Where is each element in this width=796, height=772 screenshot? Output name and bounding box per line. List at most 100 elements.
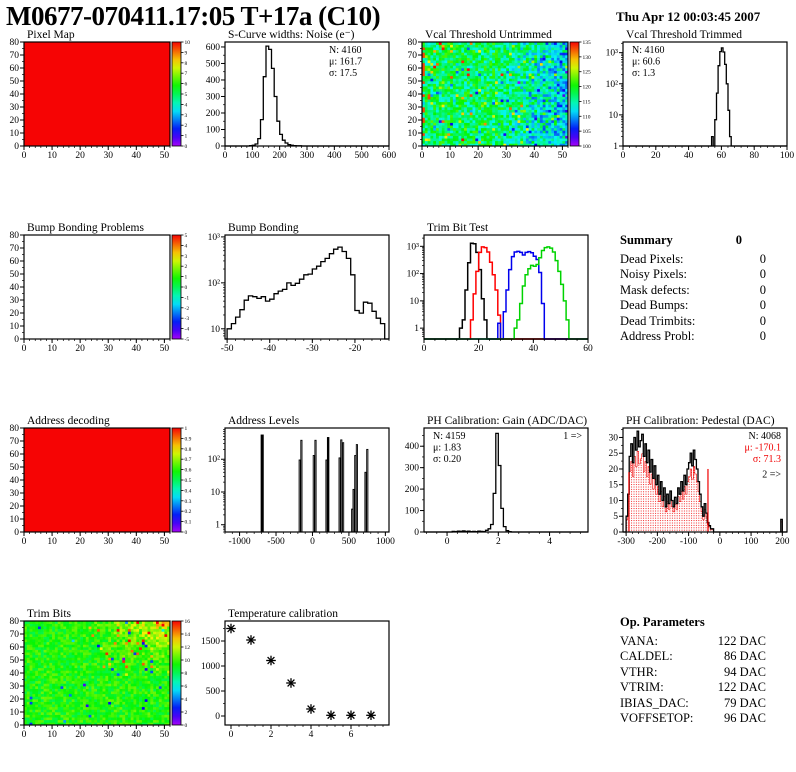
svg-text:50: 50	[558, 151, 568, 161]
ph_pedestal-svg: PH Calibration: Pedestal (DAC) -300 -200 -1…	[609, 415, 790, 547]
svg-text:-20: -20	[349, 344, 362, 354]
svg-text:40: 40	[132, 537, 142, 547]
svg-text:40: 40	[10, 283, 20, 293]
summary-row: Address Probl: 0	[620, 329, 766, 345]
svg-text:-1: -1	[185, 295, 190, 301]
summary-row: Noisy Pixels: 0	[620, 267, 766, 283]
svg-text:Vcal Threshold Trimmed: Vcal Threshold Trimmed	[626, 29, 742, 41]
svg-text:0: 0	[422, 344, 427, 354]
svg-text:50: 50	[10, 270, 20, 280]
summary-row-value: 0	[759, 251, 766, 266]
summary-panel: Summary 0 Dead Pixels: 0 Noisy Pixels: 0 M…	[620, 233, 766, 345]
svg-text:σ: 1.3: σ: 1.3	[632, 68, 655, 79]
svg-text:4: 4	[185, 243, 188, 249]
svg-text:0: 0	[215, 142, 220, 152]
svg-text:80: 80	[10, 38, 20, 48]
svg-text:10: 10	[47, 537, 57, 547]
svg-text:7: 7	[185, 71, 188, 77]
svg-text:200: 200	[405, 485, 420, 495]
svg-text:70: 70	[10, 437, 20, 447]
svg-text:10²: 10²	[606, 80, 619, 90]
op-parameter-value: 122 DAC	[717, 680, 766, 694]
op-parameter-value: 79 DAC	[723, 695, 766, 710]
chart-scurve-noise: S-Curve widths: Noise (e⁻) 0 100 200 300 400 5…	[199, 28, 398, 163]
svg-text:80: 80	[10, 424, 20, 434]
svg-text:1 =>: 1 =>	[563, 431, 582, 442]
svg-text:Trim Bits: Trim Bits	[27, 608, 72, 620]
svg-text:5: 5	[185, 92, 188, 98]
svg-text:70: 70	[10, 51, 20, 61]
svg-text:0: 0	[14, 142, 19, 152]
summary-title-row: Summary 0	[620, 233, 766, 249]
svg-text:105: 105	[583, 129, 592, 135]
svg-text:30: 30	[501, 151, 511, 161]
svg-text:10: 10	[609, 496, 619, 506]
addr_levels-svg: Address Levels -1000 -500 0 500 1000 1 10 10²	[208, 415, 395, 547]
svg-text:100: 100	[245, 151, 260, 161]
op-parameter-label: VTHR:	[620, 664, 658, 679]
svg-text:0: 0	[22, 344, 27, 354]
svg-text:10: 10	[185, 40, 191, 46]
svg-text:μ: 60.6: μ: 60.6	[632, 57, 660, 68]
svg-text:5: 5	[185, 233, 188, 239]
svg-text:120: 120	[583, 85, 592, 91]
svg-text:0: 0	[613, 528, 618, 538]
svg-text:135: 135	[583, 40, 592, 46]
svg-text:10: 10	[211, 325, 221, 335]
svg-text:0: 0	[14, 335, 19, 345]
svg-text:1: 1	[185, 275, 188, 281]
svg-text:20: 20	[651, 151, 661, 161]
svg-text:S-Curve widths: Noise (e⁻): S-Curve widths: Noise (e⁻)	[228, 29, 355, 41]
svg-text:1: 1	[613, 142, 618, 152]
svg-text:600: 600	[382, 151, 397, 161]
summary-row-label: Dead Bumps:	[620, 298, 689, 312]
summary-row-label: Dead Pixels:	[620, 251, 684, 266]
svg-text:40: 40	[408, 90, 418, 100]
svg-text:2: 2	[496, 537, 501, 547]
svg-text:60: 60	[10, 64, 20, 74]
op-parameters-title-row: Op. Parameters	[620, 615, 766, 631]
svg-text:20: 20	[10, 309, 20, 319]
svg-text:20: 20	[10, 116, 20, 126]
svg-text:20: 20	[10, 502, 20, 512]
svg-text:80: 80	[749, 151, 759, 161]
svg-text:60: 60	[583, 344, 593, 354]
svg-text:σ: 17.5: σ: 17.5	[329, 68, 357, 79]
svg-text:20: 20	[75, 151, 85, 161]
op-parameters-panel: Op. Parameters VANA: 122 DAC CALDEL: 86 DA…	[620, 615, 766, 727]
svg-text:-5: -5	[185, 337, 190, 343]
svg-text:60: 60	[408, 64, 418, 74]
summary-row: Dead Trimbits: 0	[620, 314, 766, 330]
op-parameter-label: VANA:	[620, 633, 658, 648]
svg-text:0: 0	[185, 285, 188, 291]
svg-text:60: 60	[10, 257, 20, 267]
svg-text:40: 40	[530, 151, 540, 161]
chart-address-levels: Address Levels -1000 -500 0 500 1000 1 10 10²	[199, 414, 398, 549]
chart-bump-bonding-problems: Bump Bonding Problems -5 -4 -3 -2 -1 0 1 2 3 4 5 0 10…	[0, 221, 199, 356]
svg-text:-1000: -1000	[228, 537, 250, 547]
svg-text:0: 0	[310, 537, 315, 547]
svg-text:10²: 10²	[407, 270, 420, 280]
svg-text:10: 10	[10, 515, 20, 525]
svg-text:100: 100	[583, 144, 592, 150]
svg-text:10: 10	[47, 344, 57, 354]
trim_bit_test-svg: Trim Bit Test 0 20 40 60 1 10 10² 10³	[407, 222, 593, 354]
svg-text:0.7: 0.7	[185, 457, 192, 463]
svg-text:200: 200	[273, 151, 288, 161]
svg-text:0.3: 0.3	[185, 499, 192, 505]
svg-text:0: 0	[414, 528, 419, 538]
svg-text:0: 0	[22, 151, 27, 161]
svg-text:40: 40	[132, 344, 142, 354]
svg-text:-3: -3	[185, 316, 190, 322]
summary-row-label: Dead Trimbits:	[620, 313, 696, 328]
svg-text:30: 30	[10, 296, 20, 306]
svg-text:70: 70	[408, 51, 418, 61]
op-parameter-value: 94 DAC	[723, 664, 766, 679]
svg-text:10: 10	[408, 129, 418, 139]
svg-text:200: 200	[775, 537, 790, 547]
ph_gain-svg: PH Calibration: Gain (ADC/DAC) 0 2 4 0 100 200…	[405, 415, 589, 547]
svg-text:50: 50	[160, 344, 170, 354]
svg-text:500: 500	[206, 59, 221, 69]
